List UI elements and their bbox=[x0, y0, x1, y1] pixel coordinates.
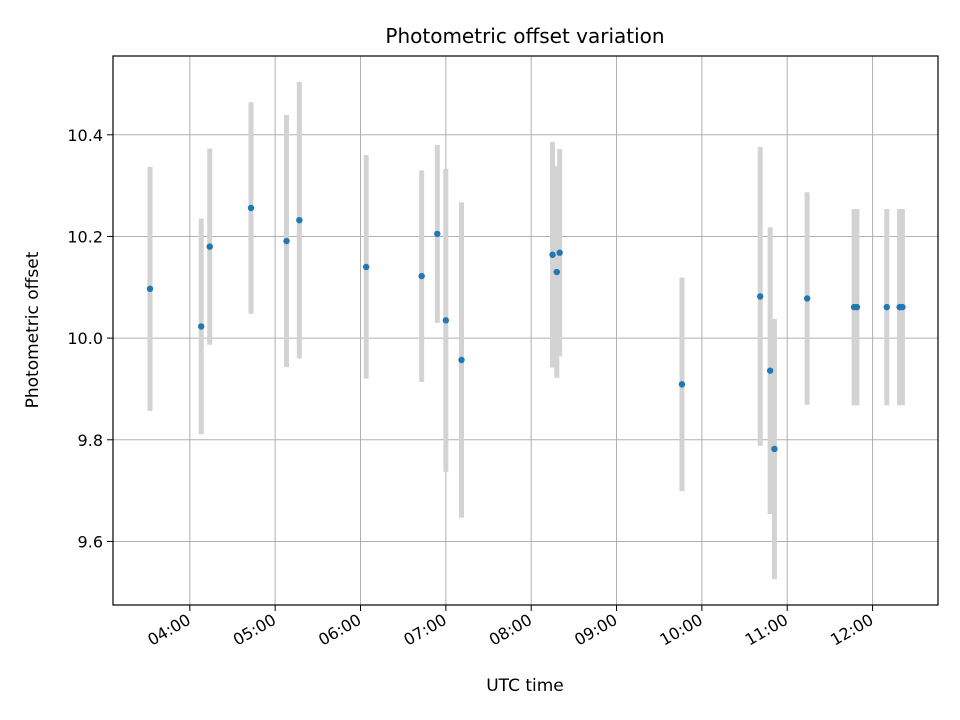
y-tick-label: 10.2 bbox=[67, 227, 103, 246]
y-axis-label: Photometric offset bbox=[23, 251, 43, 408]
data-points bbox=[146, 204, 906, 453]
data-point bbox=[442, 317, 450, 324]
data-point bbox=[899, 303, 906, 311]
data-point bbox=[146, 285, 154, 293]
data-point bbox=[853, 303, 861, 311]
data-point bbox=[771, 445, 778, 453]
grid bbox=[113, 56, 938, 605]
x-tick-label: 11:00 bbox=[742, 610, 791, 650]
data-point bbox=[883, 303, 890, 311]
x-tick-label: 04:00 bbox=[144, 610, 193, 650]
error-bars bbox=[147, 81, 905, 580]
y-tick-label: 10.0 bbox=[67, 329, 103, 348]
x-tick-label: 08:00 bbox=[486, 610, 535, 650]
data-point bbox=[556, 249, 563, 256]
y-axis-ticks: 9.6 9.8 10.0 10.2 10.4 bbox=[67, 126, 113, 551]
x-axis-ticks: 04:00 05:00 06:00 07:00 08:00 09:00 10:00 11:00… bbox=[144, 605, 877, 650]
data-point bbox=[678, 381, 686, 388]
x-axis-label: UTC time bbox=[486, 676, 564, 696]
data-point bbox=[206, 243, 213, 250]
chart-title: Photometric offset variation bbox=[385, 24, 664, 48]
x-tick-label: 06:00 bbox=[315, 610, 364, 650]
plot-frame bbox=[112, 55, 939, 606]
data-point bbox=[296, 216, 303, 224]
y-tick-label: 9.6 bbox=[78, 532, 103, 551]
data-point bbox=[283, 237, 290, 245]
x-tick-label: 12:00 bbox=[827, 610, 876, 650]
x-tick-label: 10:00 bbox=[656, 610, 705, 650]
y-tick-label: 9.8 bbox=[78, 431, 103, 450]
data-point bbox=[756, 293, 764, 300]
x-tick-label: 09:00 bbox=[571, 610, 620, 650]
data-point bbox=[362, 263, 370, 271]
data-point bbox=[766, 367, 774, 374]
y-tick-label: 10.4 bbox=[67, 126, 103, 145]
x-tick-label: 07:00 bbox=[400, 610, 449, 650]
data-point bbox=[553, 268, 560, 276]
data-point bbox=[549, 251, 556, 258]
data-point bbox=[197, 323, 205, 330]
data-point bbox=[458, 356, 465, 364]
data-point bbox=[418, 272, 425, 280]
data-point bbox=[434, 230, 441, 238]
x-tick-label: 05:00 bbox=[230, 610, 279, 650]
data-point bbox=[803, 295, 811, 302]
data-point bbox=[247, 204, 255, 212]
